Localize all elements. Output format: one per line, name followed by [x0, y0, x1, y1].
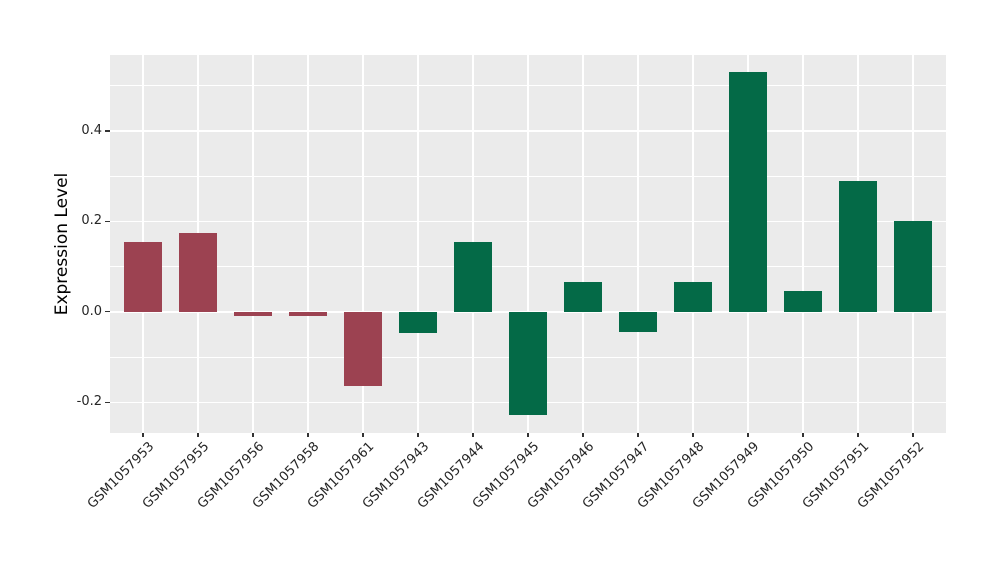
plot-panel: [110, 55, 946, 433]
bar-GSM1057948: [673, 281, 713, 312]
x-tick: [692, 433, 694, 437]
bar-GSM1057945: [508, 311, 548, 415]
bar-GSM1057949: [728, 72, 768, 312]
x-tick: [857, 433, 859, 437]
x-tick: [747, 433, 749, 437]
y-axis-title: Expression Level: [52, 172, 72, 316]
x-gridline: [527, 55, 529, 433]
x-tick: [472, 433, 474, 437]
y-tick: [105, 130, 110, 132]
y-tick: [105, 220, 110, 222]
x-gridline: [582, 55, 584, 433]
x-tick: [637, 433, 639, 437]
x-gridline: [802, 55, 804, 433]
bar-GSM1057944: [453, 241, 493, 312]
x-tick: [252, 433, 254, 437]
x-gridline: [692, 55, 694, 433]
x-tick: [582, 433, 584, 437]
bar-GSM1057950: [783, 291, 823, 312]
x-gridline: [637, 55, 639, 433]
x-tick: [197, 433, 199, 437]
x-gridline: [252, 55, 254, 433]
y-tick: [105, 311, 110, 313]
x-tick: [912, 433, 914, 437]
x-tick: [417, 433, 419, 437]
bar-GSM1057961: [343, 311, 383, 386]
bar-GSM1057956: [233, 311, 273, 317]
bar-GSM1057946: [563, 281, 603, 312]
y-tick-label: 0.2: [81, 213, 102, 229]
x-gridline: [307, 55, 309, 433]
x-tick: [802, 433, 804, 437]
bar-GSM1057951: [838, 181, 878, 312]
y-tick-label: -0.2: [76, 394, 102, 410]
x-tick: [362, 433, 364, 437]
y-tick: [105, 401, 110, 403]
bar-GSM1057955: [178, 233, 218, 312]
x-tick: [142, 433, 144, 437]
bar-GSM1057958: [288, 311, 328, 317]
x-gridline: [362, 55, 364, 433]
bar-GSM1057943: [398, 311, 438, 334]
bar-GSM1057947: [618, 311, 658, 333]
x-tick: [527, 433, 529, 437]
bar-GSM1057952: [893, 221, 933, 312]
bar-GSM1057953: [123, 241, 163, 312]
x-tick: [307, 433, 309, 437]
y-tick-label: 0.4: [81, 122, 102, 138]
y-tick-label: 0.0: [81, 303, 102, 319]
x-gridline: [417, 55, 419, 433]
